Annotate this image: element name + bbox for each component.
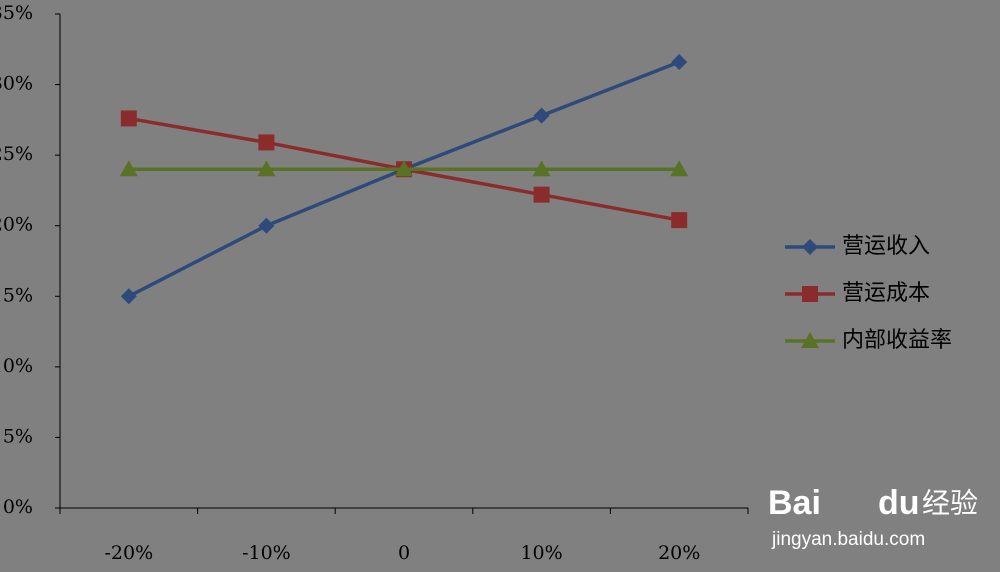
watermark-url: jingyan.baidu.com xyxy=(771,529,925,550)
legend-label: 营运成本 xyxy=(842,281,930,306)
y-tick-label: 20% xyxy=(0,214,33,236)
x-tick-label: 10% xyxy=(520,542,562,564)
marker xyxy=(258,217,275,234)
marker xyxy=(119,160,138,177)
y-tick-label: 30% xyxy=(0,73,33,95)
y-tick-label: 5% xyxy=(3,425,33,447)
legend-label: 内部收益率 xyxy=(842,328,952,353)
marker xyxy=(802,286,818,302)
x-tick-label: -10% xyxy=(242,542,291,564)
x-tick-label: -20% xyxy=(104,542,153,564)
marker xyxy=(671,212,688,229)
watermark-brand: Bai xyxy=(768,484,821,522)
marker xyxy=(257,160,276,177)
marker xyxy=(802,239,818,255)
marker xyxy=(532,160,551,177)
x-tick-label: 0 xyxy=(398,542,410,564)
marker xyxy=(120,110,137,127)
watermark-product: 经验 xyxy=(922,487,978,518)
marker xyxy=(395,160,413,177)
marker xyxy=(120,288,137,305)
x-tick-label: 20% xyxy=(658,542,700,564)
y-tick-label: 35% xyxy=(0,2,33,24)
marker xyxy=(258,134,275,151)
marker xyxy=(801,332,819,348)
y-tick-label: 0% xyxy=(3,496,33,518)
marker xyxy=(533,107,550,124)
watermark-brand: du xyxy=(878,484,920,522)
y-tick-label: 25% xyxy=(0,143,33,165)
legend-label: 营运收入 xyxy=(842,234,930,259)
y-tick-label: 10% xyxy=(0,355,33,377)
marker xyxy=(670,160,689,177)
marker xyxy=(533,186,550,203)
y-tick-label: 15% xyxy=(0,284,33,306)
marker xyxy=(671,53,688,70)
